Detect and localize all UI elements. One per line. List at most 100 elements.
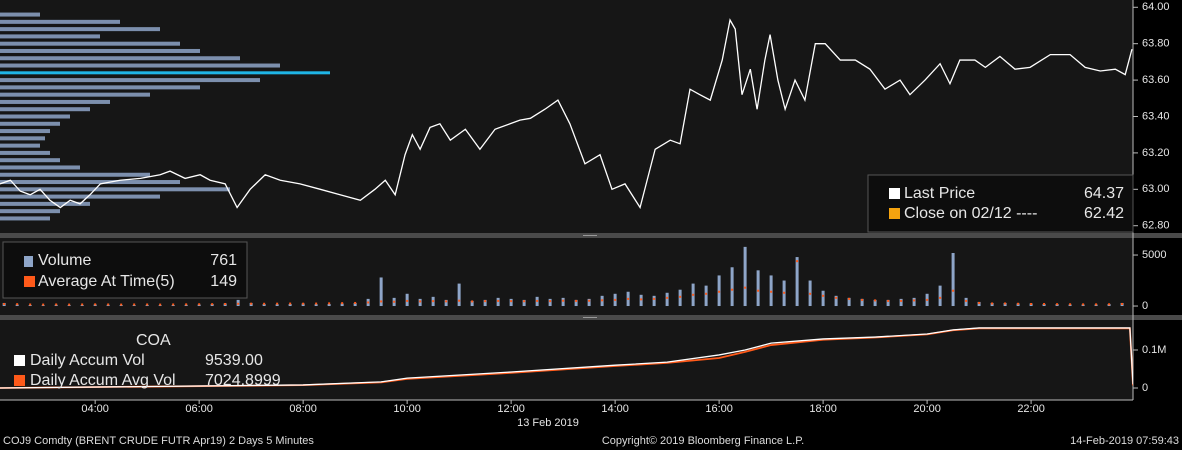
average-dot [640,298,643,301]
y-tick-label: 63.60 [1142,74,1170,86]
profile-bar [0,78,260,83]
footer-right: 14-Feb-2019 07:59:43 [1070,435,1179,447]
legend-value: 761 [210,252,237,269]
average-dot [1030,302,1033,305]
volume-bar [15,304,19,307]
average-dot [718,290,721,293]
volume-bar [457,283,461,307]
average-dot [562,299,565,302]
accum-line [0,327,1133,389]
volume-bar [275,304,279,307]
average-dot [1095,303,1098,306]
y-tick-label: 0 [1142,300,1148,312]
average-dot [120,303,123,306]
x-tick-label: 12:00 [497,403,525,415]
volume-bar [639,294,643,307]
volume-bar [509,298,513,307]
volume-bar [496,297,500,307]
legend-label: Daily Accum Avg Vol [30,372,176,389]
volume-bar [470,300,474,307]
average-dot [328,302,331,305]
average-dot [601,299,604,302]
average-dot [913,299,916,302]
volume-bar [834,295,838,307]
volume-bar [80,305,84,307]
legend-value: 64.37 [1084,185,1124,202]
average-dot [835,296,838,299]
average-dot [159,303,162,306]
volume-bar [184,304,188,307]
y-tick-label: 63.40 [1142,110,1170,122]
average-dot [276,302,279,305]
profile-bar [0,194,160,199]
profile-bar [0,209,60,214]
average-dot [133,303,136,306]
average-dot [367,301,370,304]
average-dot [705,292,708,295]
average-dot [146,303,149,306]
volume-bar [353,302,357,307]
average-dot [1043,302,1046,305]
volume-bar [340,303,344,307]
volume-bar [899,298,903,307]
legend-swatch [14,355,25,366]
legend-value: 62.42 [1084,205,1124,222]
volume-bar [444,299,448,307]
volume-bar [132,305,136,307]
profile-bar [0,136,45,141]
x-tick-label: 22:00 [1017,403,1045,415]
average-dot [874,299,877,302]
legend-label: Close on 02/12 ---- [904,205,1037,222]
volume-bar [418,298,422,307]
average-dot [172,303,175,306]
profile-bar [0,129,50,134]
average-dot [952,289,955,292]
y-tick-label: 64.00 [1142,1,1170,13]
volume-bar [990,302,994,307]
average-dot [783,291,786,294]
profile-bar [0,172,150,177]
volume-bar [574,299,578,307]
price-plot [0,12,1133,221]
profile-bar [0,27,160,32]
volume-bar [561,297,565,307]
price-line [0,18,1133,210]
profile-bar [0,165,80,170]
average-dot [744,286,747,289]
average-dot [978,301,981,304]
profile-bar [0,158,60,163]
volume-bar [756,270,760,307]
legend-swatch [14,375,25,386]
average-dot [900,299,903,302]
x-tick-label: 04:00 [81,403,109,415]
volume-bar [743,246,747,307]
average-dot [692,293,695,296]
average-dot [42,303,45,306]
average-dot [432,300,435,303]
y-tick-label: 63.20 [1142,147,1170,159]
average-dot [393,300,396,303]
y-tick-label: 0 [1142,382,1148,394]
average-dot [224,302,227,305]
x-tick-label: 06:00 [185,403,213,415]
profile-bar [0,216,50,221]
volume-bar [262,303,266,307]
average-dot [731,288,734,291]
average-dot [809,292,812,295]
volume-bar [288,303,292,307]
average-dot [211,303,214,306]
footer-bar [0,432,1182,450]
x-tick-label: 20:00 [913,403,941,415]
profile-bar [0,201,90,206]
x-tick-label: 18:00 [809,403,837,415]
average-dot [588,299,591,302]
profile-bar [0,121,60,126]
average-dot [523,300,526,303]
average-dot [575,299,578,302]
average-dot [419,300,422,303]
legend-swatch [24,256,33,267]
volume-bar [717,275,721,307]
average-dot [1069,303,1072,306]
average-dot [965,299,968,302]
